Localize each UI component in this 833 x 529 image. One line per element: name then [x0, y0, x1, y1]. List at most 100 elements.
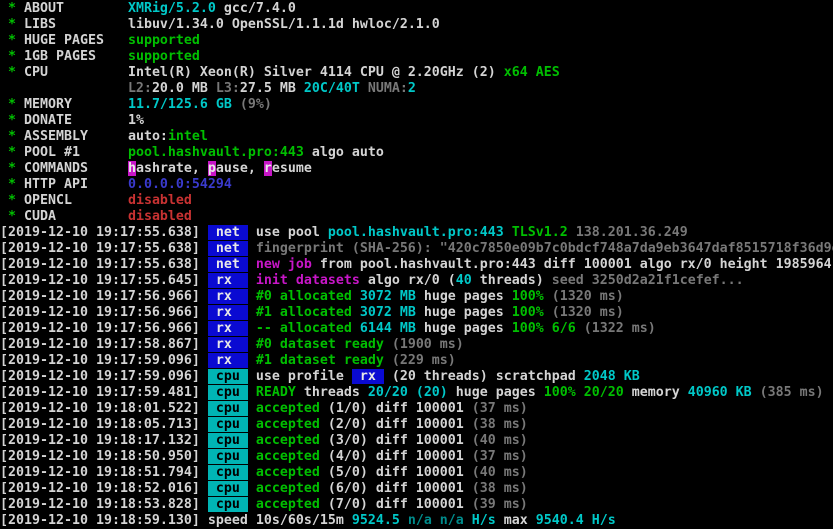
log-cpu-accepted-3-seg-3: accepted: [255, 433, 320, 448]
log-rx-alloc-0: [2019-12-10 19:17:56.966] rx #0 allocate…: [0, 289, 833, 305]
log-cpu-accepted-2-seg-3: accepted: [255, 417, 320, 432]
log-cpu-accepted-1-seg-4: (1/0) diff 100001: [319, 401, 472, 416]
summary-pool-1-seg-0: *: [0, 145, 24, 160]
log-rx-dataset-0-ready: [2019-12-10 19:17:58.867] rx #0 dataset …: [0, 337, 833, 353]
summary-cpu-seg-0: *: [0, 65, 24, 80]
log-rx-alloc-total-seg-7: (1322 ms): [575, 321, 656, 336]
summary-huge-pages-seg-2: supported: [127, 33, 200, 48]
summary-cuda: * CUDA disabled: [0, 209, 833, 225]
summary-opencl: * OPENCL disabled: [0, 193, 833, 209]
summary-about: * ABOUT XMRig/5.2.0 gcc/7.4.0: [0, 1, 833, 17]
log-cpu-accepted-5-seg-4: (5/0) diff 100001: [319, 465, 472, 480]
log-cpu-accepted-4-seg-3: accepted: [255, 449, 320, 464]
log-rx-init-datasets-seg-7: seed 3250d2a21f1cefef...: [551, 273, 744, 288]
rx-badge: rx: [207, 289, 248, 304]
timestamp: [2019-12-10 19:18:05.713]: [0, 417, 208, 432]
log-cpu-use-profile-seg-4: (20 threads) scratchpad: [383, 369, 584, 384]
summary-about-seg-0: *: [0, 1, 24, 16]
timestamp: [2019-12-10 19:17:59.096]: [0, 353, 208, 368]
log-net-use-pool-seg-3: pool.hashvault.pro:443: [327, 225, 512, 240]
summary-commands-seg-5: ause,: [215, 161, 264, 176]
log-cpu-accepted-6-seg-3: accepted: [255, 481, 320, 496]
summary-cpu-cache-seg-7: 2: [407, 81, 416, 96]
log-net-new-job: [2019-12-10 19:17:55.638] net new job fr…: [0, 257, 833, 273]
summary-commands-seg-2: h: [127, 161, 136, 176]
log-speed: [2019-12-10 19:18:59.130] speed 10s/60s/…: [0, 513, 833, 529]
summary-libs-seg-0: *: [0, 17, 24, 32]
log-rx-init-datasets-seg-3: init datasets: [255, 273, 360, 288]
timestamp: [2019-12-10 19:18:01.522]: [0, 401, 208, 416]
summary-libs-seg-2: libuv/1.34.0 OpenSSL/1.1.1d hwloc/2.1.0: [127, 17, 440, 32]
summary-assembly-seg-1: ASSEMBLY: [24, 129, 128, 144]
log-cpu-ready-seg-6: huge pages: [447, 385, 544, 400]
log-speed-seg-1: speed 10s/60s/15m: [207, 513, 352, 528]
log-rx-alloc-total-seg-2: [248, 321, 256, 336]
log-net-new-job-seg-4: from pool.hashvault.pro:443 diff 100001 …: [311, 257, 832, 272]
log-net-new-job-seg-2: [248, 257, 256, 272]
log-speed-seg-6: 9540.4 H/s: [535, 513, 616, 528]
cpu-badge: cpu: [207, 401, 248, 416]
log-cpu-accepted-2-seg-5: (38 ms): [471, 417, 528, 432]
log-cpu-ready-seg-2: [248, 385, 256, 400]
log-cpu-accepted-7: [2019-12-10 19:18:53.828] cpu accepted (…: [0, 497, 833, 513]
log-net-new-job-seg-3: new job: [255, 257, 312, 272]
log-cpu-use-profile: [2019-12-10 19:17:59.096] cpu use profil…: [0, 369, 833, 385]
rx-badge: rx: [207, 321, 248, 336]
log-net-use-pool-seg-4: TLSv1.2: [511, 225, 576, 240]
log-cpu-ready-seg-4: threads: [295, 385, 368, 400]
log-rx-init-datasets-seg-6: threads): [471, 273, 552, 288]
timestamp: [2019-12-10 19:18:53.828]: [0, 497, 208, 512]
summary-huge-pages-seg-1: HUGE PAGES: [24, 33, 128, 48]
timestamp: [2019-12-10 19:17:55.638]: [0, 241, 208, 256]
log-cpu-accepted-1: [2019-12-10 19:18:01.522] cpu accepted (…: [0, 401, 833, 417]
summary-cpu-seg-3: x64 AES: [503, 65, 560, 80]
summary-donate-seg-2: 1%: [127, 113, 144, 128]
net-badge: net: [207, 225, 248, 240]
summary-cpu-cache: L2:20.0 MB L3:27.5 MB 20C/40T NUMA:2: [0, 81, 833, 97]
summary-pool-1-seg-2: pool.hashvault.pro:443: [127, 145, 304, 160]
rx-badge: rx: [207, 353, 248, 368]
summary-about-seg-3: gcc/7.4.0: [215, 1, 296, 16]
log-cpu-ready-seg-8: memory: [623, 385, 688, 400]
summary-opencl-seg-0: *: [0, 193, 24, 208]
log-cpu-accepted-6-seg-4: (6/0) diff 100001: [319, 481, 472, 496]
log-rx-dataset-0-ready-seg-4: (1900 ms): [391, 337, 464, 352]
log-cpu-accepted-4-seg-2: [248, 449, 256, 464]
log-cpu-accepted-4-seg-4: (4/0) diff 100001: [319, 449, 472, 464]
summary-http-api-seg-1: HTTP API: [24, 177, 128, 192]
timestamp: [2019-12-10 19:17:59.096]: [0, 369, 208, 384]
log-rx-alloc-1-seg-3: #1 allocated: [255, 305, 360, 320]
cpu-badge: cpu: [207, 433, 248, 448]
summary-commands-seg-0: *: [0, 161, 24, 176]
log-cpu-accepted-2-seg-4: (2/0) diff 100001: [319, 417, 472, 432]
log-net-fingerprint-seg-2: fingerprint (SHA-256): "420c7850e09b7c0b…: [247, 241, 833, 256]
log-rx-alloc-total-seg-4: 6144 MB: [359, 321, 416, 336]
log-cpu-ready-seg-10: (385 ms): [751, 385, 824, 400]
cpu-badge: cpu: [207, 385, 248, 400]
rx-badge: rx: [207, 337, 248, 352]
summary-cpu-seg-2: Intel(R) Xeon(R) Silver 4114 CPU @ 2.20G…: [127, 65, 504, 80]
log-cpu-accepted-4-seg-5: (37 ms): [471, 449, 528, 464]
summary-memory-seg-3: (9%): [239, 97, 272, 112]
summary-pool-1-seg-3: algo auto: [303, 145, 384, 160]
log-rx-init-datasets-seg-4: algo rx/0 (: [359, 273, 456, 288]
log-cpu-ready-seg-5: 20/20 (20): [367, 385, 448, 400]
log-rx-alloc-total-seg-3: -- allocated: [255, 321, 360, 336]
log-rx-alloc-1-seg-2: [248, 305, 256, 320]
summary-1gb-pages-seg-1: 1GB PAGES: [24, 49, 128, 64]
log-rx-alloc-1: [2019-12-10 19:17:56.966] rx #1 allocate…: [0, 305, 833, 321]
summary-huge-pages: * HUGE PAGES supported: [0, 33, 833, 49]
summary-assembly-seg-0: *: [0, 129, 24, 144]
log-rx-alloc-0-seg-6: 100%: [511, 289, 544, 304]
timestamp: [2019-12-10 19:17:59.481]: [0, 385, 208, 400]
summary-libs: * LIBS libuv/1.34.0 OpenSSL/1.1.1d hwloc…: [0, 17, 833, 33]
summary-pool-1-seg-1: POOL #1: [24, 145, 128, 160]
net-badge: net: [207, 241, 248, 256]
timestamp: [2019-12-10 19:17:55.638]: [0, 257, 208, 272]
summary-pool-1: * POOL #1 pool.hashvault.pro:443 algo au…: [0, 145, 833, 161]
summary-memory: * MEMORY 11.7/125.6 GB (9%): [0, 97, 833, 113]
summary-commands: * COMMANDS hashrate, pause, resume: [0, 161, 833, 177]
summary-commands-seg-1: COMMANDS: [24, 161, 128, 176]
log-rx-init-datasets-seg-2: [248, 273, 256, 288]
